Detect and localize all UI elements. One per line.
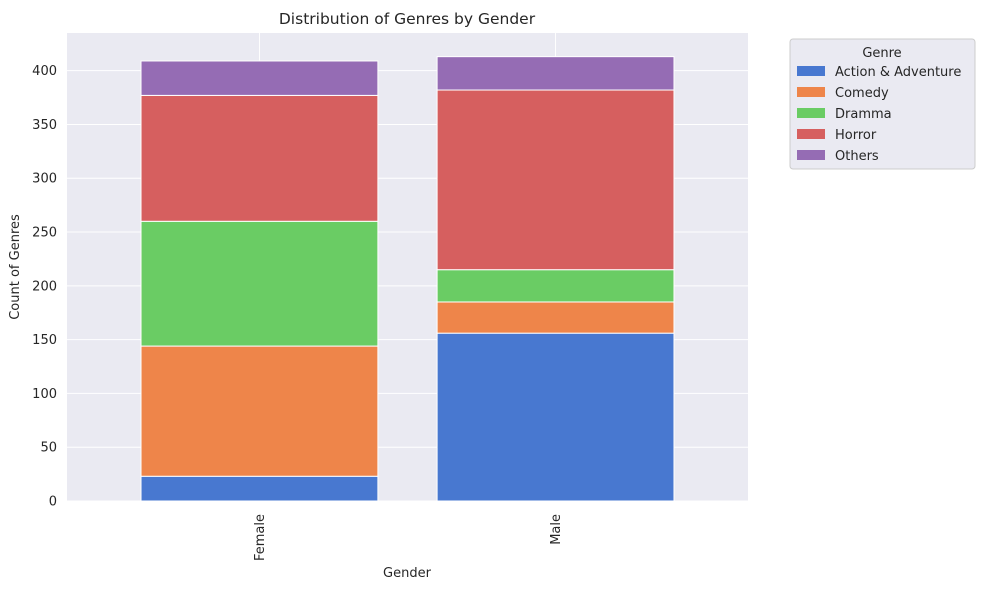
bar-segment [436,89,675,271]
x-axis-label: Gender [383,566,432,581]
legend-label: Horror [835,128,877,143]
y-axis-label: Count of Genres [8,214,23,320]
bar-segment [140,220,379,347]
legend-swatch [797,129,825,139]
bar-segment [140,475,379,502]
bar-segment [436,269,675,303]
bar-segment [140,345,379,477]
legend-box [789,38,976,170]
bar-segment [436,301,675,334]
y-tick-label: 350 [32,118,57,133]
legend-swatch [797,87,825,97]
legend-label: Dramma [835,107,892,122]
y-tick-label: 150 [32,333,57,348]
bars [140,56,675,502]
legend-swatch [797,108,825,118]
y-tick-label: 50 [40,441,57,456]
legend-swatch [797,66,825,76]
legend: Genre Action & Adventure Comedy Dramma Horr… [789,38,976,170]
y-axis-ticks: 0 50 100 150 200 250 300 350 400 [32,64,57,509]
y-tick-label: 250 [32,226,57,241]
bar-segment [436,332,675,502]
legend-label: Others [835,149,879,164]
y-tick-label: 400 [32,64,57,79]
bar-segment [436,56,675,91]
bar-segment [140,94,379,222]
y-tick-label: 0 [49,495,57,510]
y-tick-label: 100 [32,387,57,402]
y-tick-label: 200 [32,279,57,294]
chart-title: Distribution of Genres by Gender [279,10,536,28]
legend-items: Action & Adventure Comedy Dramma Horror Othe… [797,65,961,164]
bar-segment [140,60,379,96]
x-tick-label: Female [253,514,268,561]
x-axis-ticks: Female Male [253,514,564,561]
y-tick-label: 300 [32,172,57,187]
legend-swatch [797,150,825,160]
legend-title: Genre [862,46,901,61]
legend-label: Action & Adventure [835,65,961,80]
x-tick-label: Male [549,514,564,545]
legend-label: Comedy [835,86,889,101]
